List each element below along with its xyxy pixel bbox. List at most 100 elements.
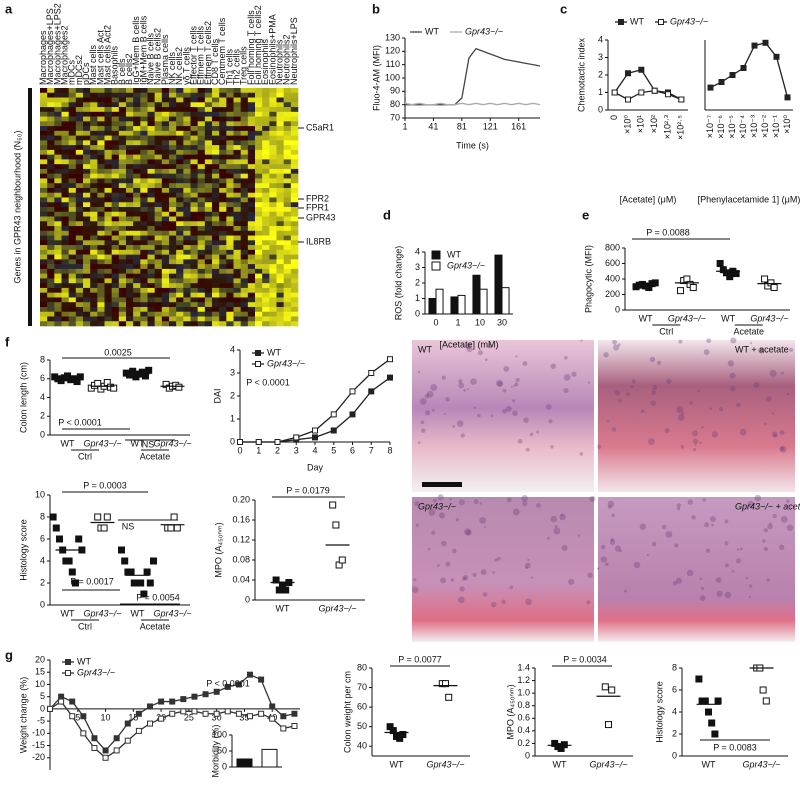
heatmap-cell bbox=[111, 178, 120, 184]
histology-label: Gpr43−/− bbox=[418, 501, 456, 511]
heatmap-cell bbox=[147, 116, 155, 122]
heatmap-cell bbox=[269, 254, 277, 260]
y-tick-label: 5 bbox=[40, 691, 45, 701]
heatmap-cell bbox=[140, 235, 148, 241]
heatmap-cell bbox=[204, 278, 213, 284]
heatmap-column-label: Eosinophils bbox=[260, 38, 270, 85]
heatmap-cell bbox=[140, 183, 148, 189]
histology-texture bbox=[736, 558, 741, 564]
heatmap-cell bbox=[40, 149, 48, 155]
heatmap-cell bbox=[147, 130, 155, 136]
panel-letter: d bbox=[383, 207, 391, 222]
heatmap-cell bbox=[126, 240, 134, 246]
heatmap-column-label: Neutrophils bbox=[274, 39, 284, 85]
y-tick-label: 6 bbox=[40, 373, 45, 383]
heatmap-cell bbox=[83, 221, 91, 227]
heatmap-cell bbox=[197, 259, 206, 265]
heatmap-cell bbox=[83, 230, 91, 236]
heatmap-cell bbox=[276, 116, 284, 122]
heatmap-cell bbox=[262, 283, 270, 289]
heatmap-cell bbox=[133, 278, 141, 284]
legend-marker bbox=[658, 19, 664, 25]
heatmap-cell bbox=[197, 216, 206, 222]
heatmap-cell bbox=[104, 235, 112, 241]
heatmap-cell bbox=[283, 292, 292, 298]
heatmap-cell bbox=[68, 140, 77, 146]
heatmap-column-label: mDCs2 bbox=[74, 55, 84, 85]
heatmap-cell bbox=[190, 164, 198, 170]
heatmap-cell bbox=[247, 297, 256, 303]
heatmap-cell bbox=[126, 302, 134, 308]
heatmap-cell bbox=[169, 154, 177, 160]
legend-swatch bbox=[431, 250, 441, 260]
heatmap-cell bbox=[255, 230, 263, 236]
heatmap-cell bbox=[176, 126, 184, 132]
heatmap-cell bbox=[68, 121, 77, 127]
histology-texture bbox=[753, 381, 760, 389]
heatmap-cell bbox=[190, 173, 198, 179]
data-point bbox=[707, 84, 714, 91]
histology-texture bbox=[497, 381, 503, 387]
heatmap-cell bbox=[154, 178, 163, 184]
heatmap-cell bbox=[212, 249, 220, 255]
heatmap-cell bbox=[219, 306, 227, 313]
histology-texture bbox=[727, 360, 735, 367]
heatmap-cell bbox=[118, 197, 127, 203]
heatmap-cell bbox=[75, 145, 84, 151]
heatmap-cell bbox=[68, 92, 77, 98]
data-point bbox=[689, 284, 697, 292]
heatmap-cell bbox=[247, 173, 256, 179]
heatmap-column-label: mDCs bbox=[67, 60, 77, 85]
heatmap-cell bbox=[240, 211, 249, 217]
heatmap-cell bbox=[83, 107, 91, 113]
heatmap-cell bbox=[61, 249, 69, 255]
histology-texture bbox=[477, 413, 481, 418]
heatmap-cell bbox=[269, 245, 277, 251]
heatmap-cell bbox=[68, 264, 77, 270]
heatmap-cell bbox=[47, 173, 55, 179]
heatmap-cell bbox=[47, 168, 55, 174]
heatmap-cell bbox=[111, 259, 120, 265]
heatmap-cell bbox=[204, 230, 213, 236]
histology-texture bbox=[459, 586, 465, 592]
histology-texture bbox=[611, 513, 615, 518]
heatmap-cell bbox=[247, 183, 256, 189]
heatmap-cell bbox=[147, 254, 155, 260]
heatmap-cell bbox=[233, 159, 241, 165]
heatmap-cell bbox=[212, 192, 220, 198]
heatmap-cell bbox=[219, 173, 227, 179]
heatmap-cell bbox=[255, 173, 263, 179]
heatmap-cell bbox=[126, 154, 134, 160]
heatmap-cell bbox=[226, 226, 234, 232]
heatmap-cell bbox=[269, 126, 277, 132]
histology-texture bbox=[463, 388, 467, 392]
heatmap-cell bbox=[75, 154, 84, 160]
heatmap-cell bbox=[283, 145, 292, 151]
heatmap-cell bbox=[47, 302, 55, 308]
histology-texture bbox=[691, 430, 698, 437]
heatmap-cell bbox=[262, 187, 270, 194]
heatmap-cell bbox=[126, 111, 134, 117]
heatmap-cell bbox=[226, 316, 234, 322]
heatmap-cell bbox=[104, 216, 112, 222]
heatmap-cell bbox=[190, 264, 198, 270]
heatmap-cell bbox=[126, 164, 134, 170]
heatmap-cell bbox=[140, 202, 148, 208]
heatmap-cell bbox=[290, 207, 299, 213]
heatmap-cell bbox=[247, 145, 256, 151]
heatmap-cell bbox=[169, 268, 177, 274]
heatmap-cell bbox=[226, 111, 234, 117]
heatmap-cell bbox=[47, 116, 55, 122]
heatmap-cell bbox=[204, 187, 213, 194]
heatmap-cell bbox=[104, 306, 112, 313]
data-point bbox=[695, 675, 703, 683]
heatmap-cell bbox=[161, 302, 170, 308]
heatmap-cell bbox=[183, 216, 191, 222]
heatmap-cell bbox=[255, 183, 263, 189]
heatmap-cell bbox=[140, 297, 148, 303]
heatmap-cell bbox=[176, 207, 184, 213]
heatmap-cell bbox=[219, 116, 227, 122]
histology-texture bbox=[651, 390, 656, 396]
heatmap-cell bbox=[118, 273, 127, 279]
heatmap-cell bbox=[247, 107, 256, 113]
